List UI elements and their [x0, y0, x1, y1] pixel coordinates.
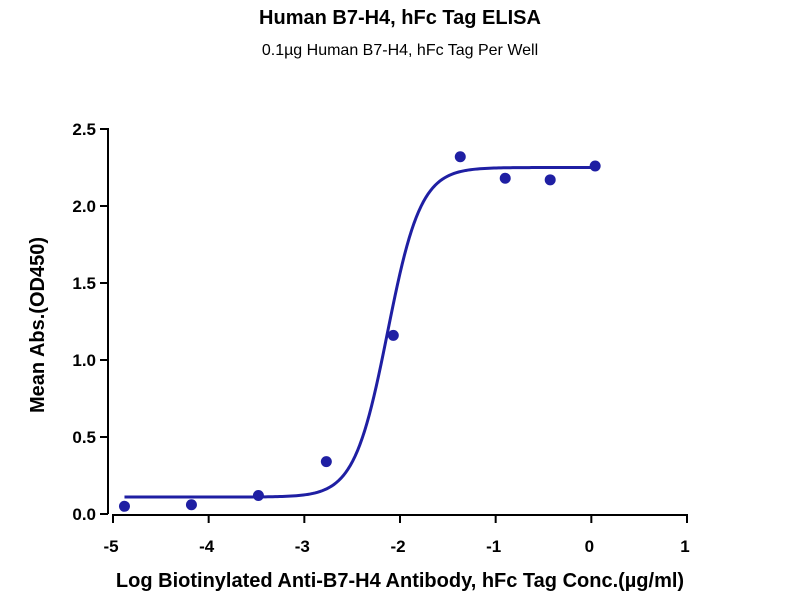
x-tick-label: 0 — [585, 537, 594, 556]
data-point — [387, 329, 399, 341]
y-tick-label: 0.5 — [72, 428, 96, 447]
data-point — [185, 499, 197, 511]
y-tick-label: 2.0 — [72, 197, 96, 216]
x-axis-label: Log Biotinylated Anti-B7-H4 Antibody, hF… — [116, 570, 684, 592]
x-tick-label: -1 — [486, 537, 501, 556]
data-point — [454, 151, 466, 163]
y-tick-label: 1.0 — [72, 351, 96, 370]
data-point — [320, 456, 332, 468]
chart-title: Human B7-H4, hFc Tag ELISA — [259, 7, 541, 29]
x-tick-label: 1 — [680, 537, 689, 556]
x-tick-label: -4 — [199, 537, 215, 556]
data-point — [118, 500, 130, 512]
y-tick-label: 0.0 — [72, 505, 96, 524]
data-point — [589, 160, 601, 172]
x-tick-label: -5 — [103, 537, 118, 556]
x-tick-label: -2 — [390, 537, 405, 556]
data-point — [499, 172, 511, 184]
data-point — [252, 490, 264, 502]
data-point — [544, 174, 556, 186]
chart-subtitle: 0.1µg Human B7-H4, hFc Tag Per Well — [262, 42, 538, 59]
plot-area: 0.0 0.5 1.0 1.5 2.0 2.5 -5 -4 -3 -2 -1 0 1 — [72, 120, 689, 556]
x-tick-label: -3 — [295, 537, 310, 556]
y-tick-label: 1.5 — [72, 274, 96, 293]
y-axis-label: Mean Abs.(OD450) — [27, 237, 49, 413]
y-tick-label: 2.5 — [72, 120, 96, 139]
fit-curve — [124, 166, 596, 499]
